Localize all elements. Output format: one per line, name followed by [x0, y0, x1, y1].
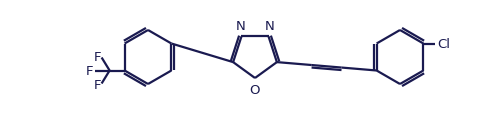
Text: N: N	[236, 20, 246, 33]
Text: F: F	[94, 51, 102, 63]
Text: F: F	[94, 78, 102, 91]
Text: N: N	[264, 20, 274, 33]
Text: Cl: Cl	[437, 38, 450, 51]
Text: F: F	[86, 64, 93, 77]
Text: O: O	[250, 83, 260, 96]
